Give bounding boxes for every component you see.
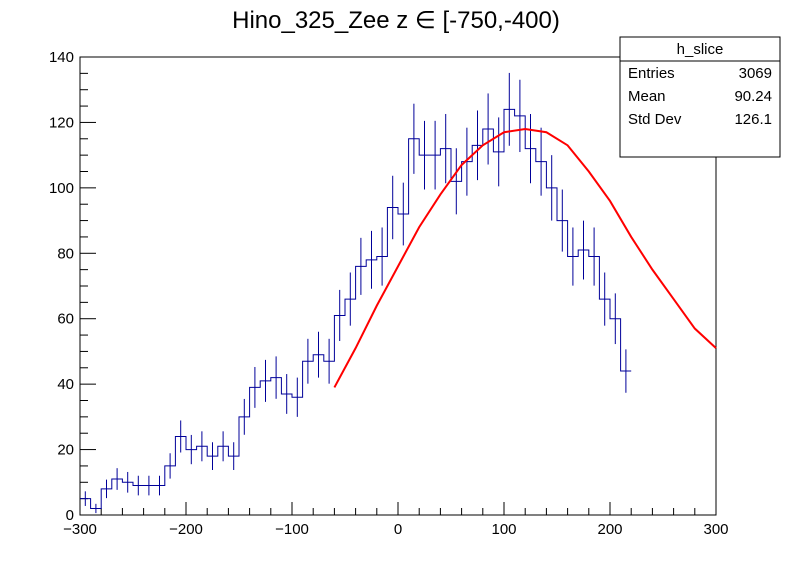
chart-title: Hino_325_Zee z ∈ [-750,-400): [232, 7, 560, 34]
axes: −300 −200 −100 0 100 200 300 0 20 40 60 80 100 120 140: [49, 49, 729, 538]
x-tick-label: 200: [597, 521, 622, 538]
x-tick-label: 300: [703, 521, 728, 538]
stats-entries-value: 3069: [739, 65, 772, 82]
stats-box-frame: [619, 36, 781, 158]
y-tick-label: 20: [57, 442, 74, 459]
histogram: [80, 72, 632, 514]
stats-mean-label: Mean: [628, 88, 666, 105]
stats-box-title: h_slice: [677, 41, 724, 58]
histogram-outline: [80, 108, 632, 509]
stats-stddev-value: 126.1: [734, 111, 772, 128]
stats-mean-value: 90.24: [734, 88, 772, 105]
stats-entries-label: Entries: [628, 65, 675, 82]
stats-box: h_slice Entries 3069 Mean 90.24 Std Dev …: [619, 36, 781, 158]
y-tick-label: 120: [49, 114, 74, 131]
x-tick-label: −100: [275, 521, 309, 538]
y-tick-label: 60: [57, 311, 74, 328]
x-tick-label: 0: [394, 521, 402, 538]
y-tick-label: 0: [66, 507, 74, 524]
y-tick-label: 100: [49, 180, 74, 197]
x-tick-label: −200: [169, 521, 203, 538]
fit-curve-group: [333, 127, 717, 388]
y-tick-label: 80: [57, 245, 74, 262]
y-tick-label: 40: [57, 376, 74, 393]
stats-stddev-label: Std Dev: [628, 111, 682, 128]
x-tick-label: −300: [63, 521, 97, 538]
x-tick-label: 100: [491, 521, 516, 538]
fit-curve: [333, 127, 717, 388]
y-tick-label: 140: [49, 49, 74, 66]
